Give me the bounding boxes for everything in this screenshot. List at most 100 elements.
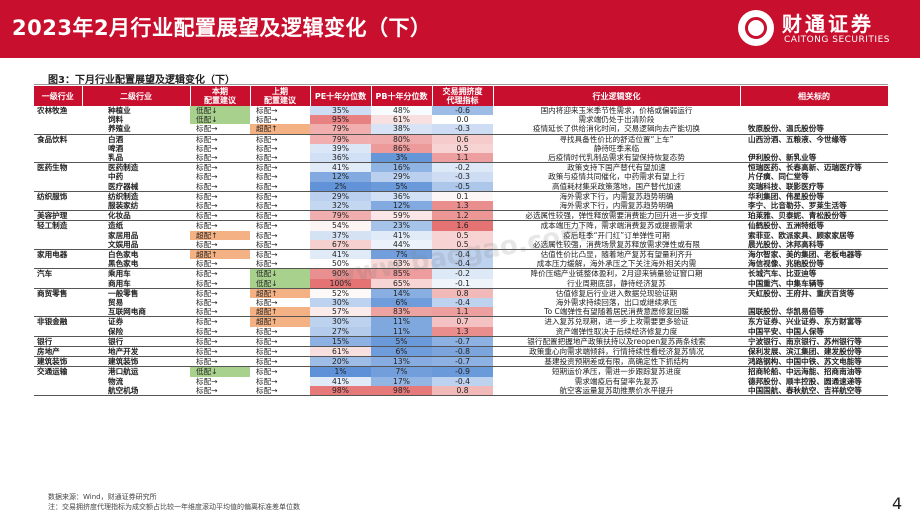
level2-industry: 文娱用品 [108, 239, 139, 249]
level2-industry: 一般零售 [82, 287, 190, 299]
crowding-indicator: 1.3 [432, 201, 493, 211]
industry-logic: 需求端疫后有望率先复苏 [574, 376, 659, 386]
table-row: 啤酒 标配→ 标配→ 39% 86% 0.5 静待旺季来临 [34, 143, 888, 154]
current-recommendation: 标配→ [190, 210, 250, 221]
level2-industry: 乳品 [108, 153, 124, 163]
previous-recommendation: 超配↑ [250, 287, 310, 299]
current-recommendation: 标配→ [196, 143, 218, 153]
related-stocks: 中国重汽、中集车辆等 [748, 278, 824, 288]
pb-percentile: 80% [371, 133, 432, 144]
related-stocks: 仙鹤股份、五洲特纸等 [740, 220, 888, 231]
divider [34, 84, 888, 85]
industry-logic: To C端弹性有望随着居民消费意愿修复回暖 [544, 307, 689, 317]
pb-percentile: 86% [371, 143, 432, 154]
level2-industry: 地产开发 [82, 346, 190, 357]
level2-industry: 港口航运 [82, 366, 190, 377]
previous-recommendation: 超配↑ [250, 316, 310, 327]
pe-percentile: 32% [310, 201, 371, 211]
crowding-indicator: 0.5 [432, 239, 493, 250]
level1-industry: 商贸零售 [34, 287, 82, 299]
page-title: 2023年2月行业配置展望及逻辑变化（下） [12, 16, 432, 40]
pb-percentile: 63% [371, 259, 432, 269]
level1-industry [34, 307, 82, 317]
crowding-indicator: -0.3 [432, 124, 493, 135]
level2-industry: 造纸 [82, 220, 190, 231]
pb-percentile: 6% [371, 298, 432, 308]
current-recommendation: 标配→ [190, 220, 250, 231]
logo-english-name: CAITONG SECURITIES [784, 35, 890, 45]
pb-percentile: 83% [371, 307, 432, 317]
industry-logic: 疫情延长了供给消化时间，交易逻辑向去产能切换 [532, 124, 701, 134]
pe-percentile: 90% [310, 268, 371, 279]
crowding-indicator: 0.5 [432, 230, 493, 240]
crowding-indicator: -0.2 [432, 268, 493, 279]
previous-recommendation: 标配→ [250, 335, 310, 347]
pe-percentile: 52% [310, 287, 371, 299]
pe-percentile: 98% [310, 385, 371, 397]
table-row: 文娱用品 标配→ 标配→ 67% 44% 0.5 必选属性较强，消费场景复苏释放需求弹性或有… [34, 239, 888, 250]
level1-industry [34, 377, 82, 386]
level1-industry [34, 259, 82, 269]
table-row: 黑色家电 标配→ 标配→ 50% 63% -0.4 成本压力缓解，海外承压之下关注海外相关内… [34, 259, 888, 269]
current-recommendation: 标配→ [196, 201, 218, 211]
level2-industry: 贸易 [108, 298, 124, 308]
current-recommendation: 低配↓ [190, 106, 250, 116]
industry-logic: 估值修复后行业进入数据兑现验证期 [493, 287, 740, 299]
level2-industry: 航空机场 [82, 385, 190, 397]
level2-industry: 乘用车 [82, 268, 190, 279]
column-header: 相关标的 [740, 86, 889, 106]
crowding-indicator: -0.4 [432, 298, 493, 308]
level2-industry: 证券 [82, 316, 190, 327]
current-recommendation: 标配→ [190, 268, 250, 279]
level1-industry [34, 327, 82, 337]
level1-industry [34, 172, 82, 181]
industry-logic: 疫后旺季“开门红”订单弹性可期 [563, 230, 670, 240]
pb-percentile: 61% [371, 115, 432, 125]
previous-recommendation: 标配→ [256, 376, 278, 386]
crowding-indicator: 1.3 [432, 326, 493, 337]
previous-recommendation: 低配↓ [250, 268, 310, 279]
previous-recommendation: 标配→ [250, 346, 310, 357]
pe-percentile: 15% [310, 335, 371, 347]
related-stocks: 长城汽车、比亚迪等 [740, 268, 888, 279]
crowding-indicator: 0.0 [432, 115, 493, 125]
level2-industry: 服装家纺 [108, 201, 139, 211]
related-stocks: 伊利股份、新乳业等 [748, 153, 817, 163]
industry-logic: 政策重心向需求端倾斜，行情持续性看经济复苏情况 [493, 346, 740, 357]
previous-recommendation: 标配→ [250, 385, 310, 397]
pe-percentile: 95% [310, 115, 371, 125]
industry-logic: 政策与疫情共同催化，中药需求有望上行 [548, 172, 685, 182]
pe-percentile: 30% [310, 316, 371, 327]
previous-recommendation: 标配→ [256, 259, 278, 269]
industry-logic: 成本压力缓解，海外承压之下关注海外相关内需 [536, 259, 697, 269]
source-text: 数据来源：Wind，财通证券研究所 [48, 493, 157, 501]
current-recommendation: 标配→ [196, 172, 218, 182]
pb-percentile: 41% [371, 230, 432, 240]
industry-logic: 资产端弹性取决于后续经济修复力度 [555, 326, 678, 336]
pe-percentile: 61% [310, 346, 371, 357]
previous-recommendation: 标配→ [250, 133, 310, 144]
table-row: 纺织服饰 纺织制造 标配→ 标配→ 29% 36% 0.1 海外需求下行，内需复苏趋势明确 华利… [34, 190, 888, 202]
previous-recommendation: 超配↑ [250, 307, 310, 317]
crowding-indicator: -0.3 [432, 172, 493, 182]
previous-recommendation: 标配→ [256, 326, 278, 336]
industry-logic: 短期运价承压，需进一步跟踪复苏进度 [493, 366, 740, 377]
level1-industry: 食品饮料 [34, 133, 82, 144]
column-header: 本期 配置建议 [190, 86, 251, 106]
pb-percentile: 5% [371, 181, 432, 192]
industry-logic: 海外需求持续回落，出口或继续承压 [555, 298, 678, 308]
pe-percentile: 100% [310, 278, 371, 289]
level2-industry: 家居用品 [108, 230, 139, 240]
current-recommendation: 标配→ [190, 346, 250, 357]
level2-industry: 互联网电商 [108, 307, 146, 317]
table-row: 轻工制造 造纸 标配→ 标配→ 54% 23% 1.6 成本端压力下降，需求端消费复苏或提振需… [34, 220, 888, 231]
related-stocks [740, 298, 888, 307]
pb-percentile: 38% [371, 124, 432, 135]
industry-logic: 必选属性较强，消费场景复苏释放需求弹性或有限 [532, 239, 701, 249]
pe-percentile: 12% [310, 172, 371, 182]
logo-icon [738, 10, 774, 46]
level1-industry [34, 115, 82, 124]
industry-logic: 后疫情时代乳制品需求有望保持恢复态势 [548, 153, 685, 163]
level1-industry [34, 231, 82, 240]
crowding-indicator: 1.1 [432, 153, 493, 163]
